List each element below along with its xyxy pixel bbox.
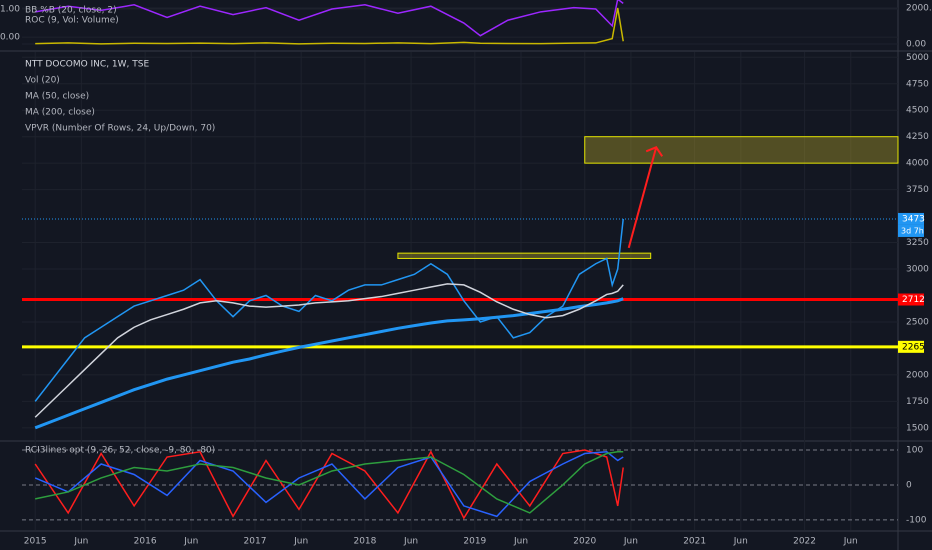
level-label: 3473: [902, 214, 925, 224]
x-tick-label: 2017: [244, 537, 267, 547]
legend-entry: ROC (9, Vol: Volume): [25, 16, 119, 26]
y-tick-label: 5000: [906, 53, 929, 63]
x-tick-label: 2018: [353, 537, 376, 547]
x-tick-label: Jun: [293, 537, 308, 547]
countdown-tag: [898, 224, 924, 237]
y-tick-label: 2000.00: [906, 3, 932, 13]
y-tick-label: 1.00: [0, 5, 20, 15]
legend-entry: VPVR (Number Of Rows, 24, Up/Down, 70): [25, 124, 215, 134]
y-tick-label: 2500: [906, 317, 929, 327]
x-tick-label: Jun: [403, 537, 418, 547]
y-tick-label: 3000: [906, 265, 929, 275]
y-tick-label: 3750: [906, 185, 929, 195]
countdown: 3d 7h: [901, 226, 924, 235]
x-tick-label: 2019: [463, 537, 486, 547]
chart-title: NTT DOCOMO INC, 1W, TSE: [25, 60, 149, 70]
zone: [584, 136, 899, 164]
x-tick-label: Jun: [73, 537, 88, 547]
y-tick-label: 4750: [906, 79, 929, 89]
x-tick-label: Jun: [183, 537, 198, 547]
arrow: [627, 147, 658, 249]
y-tick-label: 1500: [906, 423, 929, 433]
legend-entry: MA (200, close): [25, 108, 95, 118]
x-tick-label: Jun: [623, 537, 638, 547]
series-line: [34, 283, 624, 418]
level-tag: [898, 212, 924, 225]
level-tag: [898, 293, 924, 306]
y-tick-label: 4250: [906, 132, 929, 142]
series-line: [35, 451, 624, 514]
y-tick-label: 1750: [906, 397, 929, 407]
y-tick-label: 4500: [906, 106, 929, 116]
level-label: 2712: [902, 295, 925, 305]
legend-entry: Vol (20): [25, 76, 60, 86]
series-line: [35, 7, 624, 45]
y-tick-label: 0.00: [0, 33, 20, 43]
y-tick-label: 2000: [906, 370, 929, 380]
y-tick-label: 0: [906, 480, 912, 490]
y-tick-label: 3250: [906, 238, 929, 248]
legend-entry: RCI3lines opt (9, 26, 52, close, -9, 80,…: [25, 446, 215, 456]
y-tick-label: 0.00: [906, 40, 926, 50]
y-tick-label: -100: [906, 515, 927, 525]
series-line: [34, 297, 624, 430]
x-tick-label: Jun: [733, 537, 748, 547]
series-line: [34, 449, 624, 520]
series-line: [34, 451, 624, 518]
x-tick-label: Jun: [843, 537, 858, 547]
x-tick-label: 2021: [683, 537, 706, 547]
y-tick-label: 100: [906, 446, 923, 456]
level-label: 2265: [902, 342, 925, 352]
legend-entry: MA (50, close): [25, 92, 89, 102]
series-line: [35, 0, 624, 37]
y-tick-label: 4000: [906, 159, 929, 169]
x-tick-label: 2015: [24, 537, 47, 547]
x-tick-label: 2016: [134, 537, 157, 547]
arrow-head: [645, 146, 664, 157]
zone: [397, 252, 652, 259]
legend-entry: BB %B (20, close, 2): [25, 6, 117, 16]
x-tick-label: 2020: [573, 537, 596, 547]
x-tick-label: 2022: [793, 537, 816, 547]
level-tag: [898, 340, 924, 353]
x-tick-label: Jun: [513, 537, 528, 547]
